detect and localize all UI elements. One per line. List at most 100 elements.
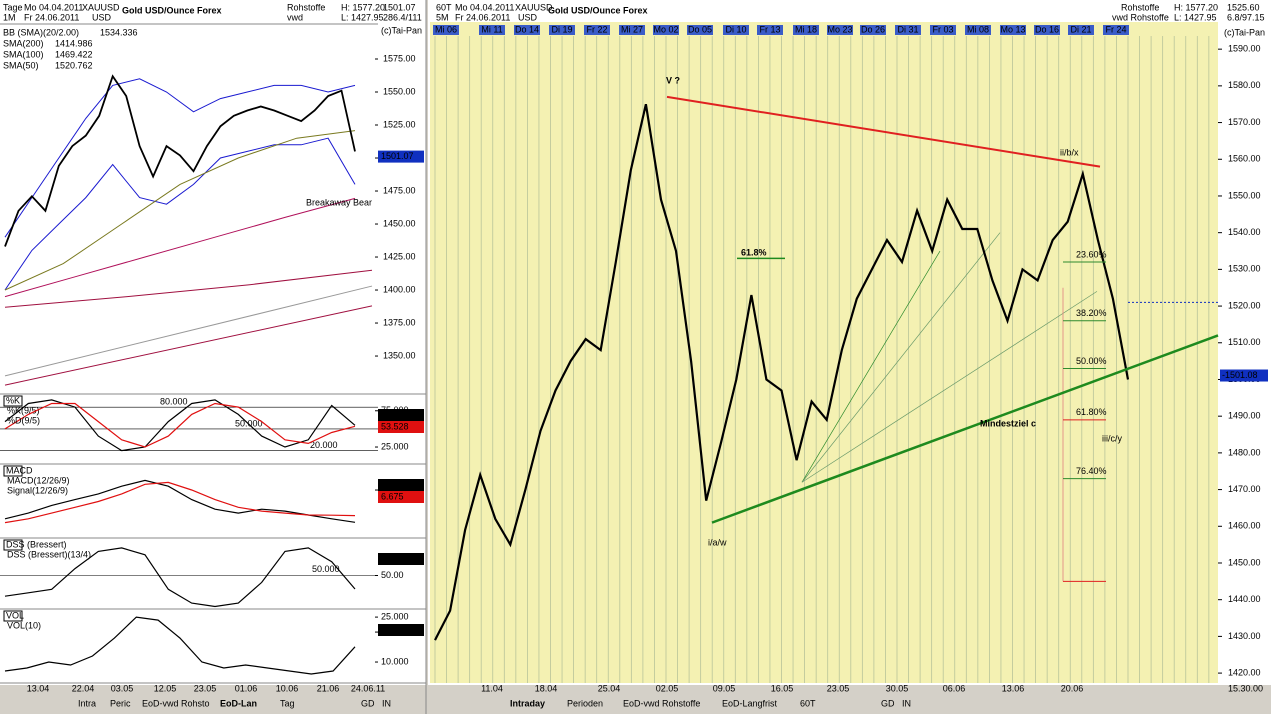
- y-tick-label: 1550.00: [1228, 190, 1261, 200]
- day-label: Do 16: [1035, 24, 1059, 34]
- tab[interactable]: EoD-vwd Rohsto: [142, 698, 210, 708]
- header-text: Fr 24.06.2011: [24, 12, 79, 22]
- header-text: 5M: [436, 12, 449, 22]
- legend-entry: MACD(12/26/9): [7, 475, 70, 485]
- y-tick-label: 1510.00: [1228, 337, 1261, 347]
- y-tick-label: 1590.00: [1228, 44, 1261, 54]
- tab[interactable]: GD: [881, 698, 895, 708]
- legend-entry: %D(9/5): [7, 415, 40, 425]
- y-tick-label: 1425.00: [383, 251, 416, 261]
- y-tick-label: 1450.00: [383, 218, 416, 228]
- x-tick-label: 10.06: [276, 683, 299, 693]
- tab[interactable]: EoD-Langfrist: [722, 698, 778, 708]
- y-tick-label: 1490.00: [1228, 411, 1261, 421]
- day-label: Do 14: [515, 24, 539, 34]
- x-tick-label: 23.05: [194, 683, 217, 693]
- header-text: 286.4/111: [383, 12, 422, 22]
- tab[interactable]: IN: [382, 698, 391, 708]
- header-text: Fr 24.06.2011: [455, 12, 510, 22]
- fib-label: 38.20%: [1076, 308, 1107, 318]
- x-tick-label: 18.04: [535, 683, 558, 693]
- fan-line: [801, 250, 941, 483]
- tab[interactable]: Tag: [280, 698, 295, 708]
- legend-value: 1534.336: [100, 27, 138, 37]
- x-tick-label: 06.06: [943, 683, 966, 693]
- panel-button[interactable]: [3, 539, 23, 551]
- day-marker: [1068, 25, 1094, 35]
- day-label: Fr 24: [1105, 24, 1126, 34]
- header-title: Gold USD/Ounce Forex: [548, 5, 648, 15]
- day-marker: [433, 25, 459, 35]
- tab[interactable]: IN: [902, 698, 911, 708]
- x-tick-label: 12.05: [154, 683, 177, 693]
- wave-label: iii/c/y: [1102, 433, 1122, 443]
- tab[interactable]: GD: [361, 698, 375, 708]
- day-label: Mo 02: [653, 24, 678, 34]
- header-text: L: 1427.95: [1174, 12, 1217, 22]
- header-text: (c)Tai-Pan: [1224, 27, 1265, 37]
- day-marker: [653, 25, 679, 35]
- legend-value: 1520.762: [55, 60, 93, 70]
- day-label: Mo 13: [1000, 24, 1025, 34]
- value-tag-label: 82.266: [381, 409, 409, 419]
- day-label: Mi 08: [967, 24, 989, 34]
- y-tick-label: 1480.00: [1228, 447, 1261, 457]
- day-marker: [687, 25, 713, 35]
- header-title: Gold USD/Ounce Forex: [122, 5, 222, 15]
- x-tick-label: 13.06: [1002, 683, 1025, 693]
- tab[interactable]: Intra: [78, 698, 96, 708]
- panel-button[interactable]: [3, 610, 23, 622]
- panel-button[interactable]: [3, 395, 23, 407]
- header-text: vwd: [287, 12, 303, 22]
- price-tag: [1220, 369, 1268, 382]
- day-marker: [895, 25, 921, 35]
- y-tick-label: 1540.00: [1228, 227, 1261, 237]
- series-line: [4, 269, 373, 308]
- day-label: Do 05: [688, 24, 712, 34]
- panel-button[interactable]: [3, 465, 23, 477]
- y-tick-label: 1530.00: [1228, 264, 1261, 274]
- day-marker: [860, 25, 886, 35]
- legend-entry: %K(9/5): [7, 405, 40, 415]
- x-tick-label: 20.06: [1061, 683, 1084, 693]
- y-tick-label: 1520.00: [1228, 300, 1261, 310]
- fib-label: 50.00%: [1076, 356, 1107, 366]
- trend-line: [4, 285, 373, 377]
- legend-entry: Signal(12/26/9): [7, 485, 68, 495]
- tab[interactable]: EoD-Lan: [220, 698, 257, 708]
- tab[interactable]: Intraday: [510, 698, 545, 708]
- y-tick-label: 25.000: [381, 611, 409, 621]
- tab[interactable]: 60T: [800, 698, 816, 708]
- header-text: 1525.60: [1227, 2, 1260, 12]
- series-line: [4, 479, 356, 523]
- header-text: Rohstoffe: [1121, 2, 1159, 12]
- y-tick-label: 1580.00: [1228, 80, 1261, 90]
- y-tick-label: 1560.00: [1228, 154, 1261, 164]
- tab[interactable]: Perioden: [567, 698, 603, 708]
- y-tick-label: 1430.00: [1228, 631, 1261, 641]
- value-tag-label: 6.675: [381, 491, 404, 501]
- toolbar: [0, 694, 1271, 714]
- y-tick-label: 1350.00: [383, 350, 416, 360]
- day-label: Fr 03: [932, 24, 953, 34]
- tab[interactable]: EoD-vwd Rohstoffe: [623, 698, 700, 708]
- header-text: Tage: [3, 2, 23, 12]
- header-text: 1501.07: [383, 2, 416, 12]
- series-line: [4, 78, 356, 238]
- tab[interactable]: Peric: [110, 698, 131, 708]
- y-tick-label: 1440.00: [1228, 594, 1261, 604]
- day-marker: [930, 25, 956, 35]
- day-label: Di 10: [725, 24, 746, 34]
- series-line: [4, 74, 356, 247]
- header-text: XAUUSD: [515, 2, 553, 12]
- x-tick-label: 01.06: [235, 683, 258, 693]
- left-pane: [0, 0, 378, 685]
- x-tick-label: 25.04: [598, 683, 621, 693]
- day-label: Di 21: [1070, 24, 1091, 34]
- y-tick-label: 10.000: [381, 656, 409, 666]
- value-tag: [378, 491, 424, 503]
- y-tick-label: 50.00: [381, 570, 404, 580]
- price-tag: [378, 150, 424, 163]
- header-text: Mo 04.04.2011: [455, 2, 514, 12]
